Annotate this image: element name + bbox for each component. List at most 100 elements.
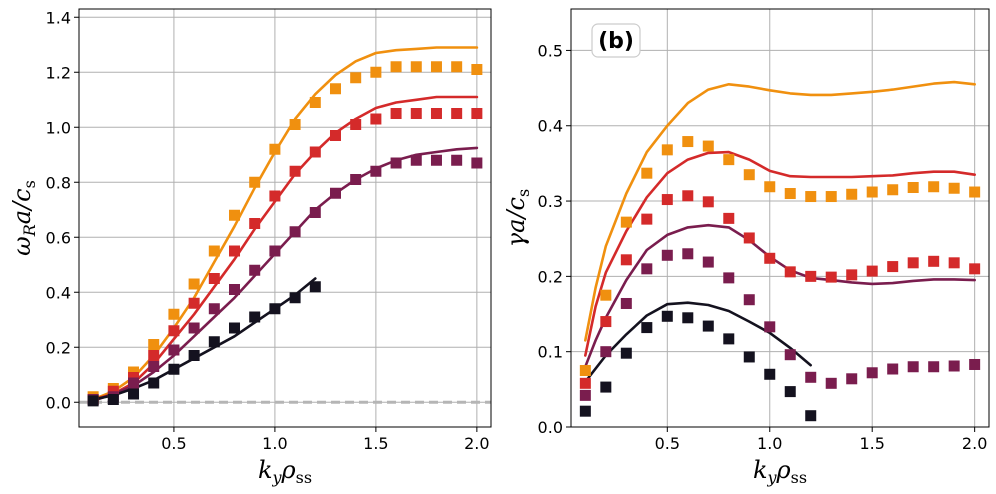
- panel-a: 0.5 1.0 1.5 2.0 0.0 0.2 0.4 0.6 0.8 1.0 1.2 1.4 kyρs…: [8, 8, 492, 487]
- y-tick-label: 0.3: [538, 192, 563, 211]
- marker-purple: [229, 284, 241, 295]
- marker-orange: [329, 83, 341, 95]
- y-axis-label: γa/cs: [502, 189, 533, 247]
- marker-purple: [579, 389, 591, 401]
- marker-purple: [969, 358, 981, 370]
- marker-red: [641, 213, 653, 225]
- marker-red: [390, 108, 402, 119]
- marker-purple: [128, 377, 140, 389]
- marker-orange: [723, 154, 735, 166]
- marker-orange: [600, 289, 612, 301]
- marker-purple: [249, 264, 261, 276]
- marker-orange: [661, 144, 673, 156]
- x-tick-label: 1.5: [859, 434, 884, 453]
- marker-orange: [471, 64, 483, 75]
- marker-red: [410, 108, 422, 119]
- marker-red: [208, 273, 220, 284]
- y-tick-label: 0.2: [538, 267, 563, 286]
- marker-orange: [907, 181, 919, 193]
- marker-red: [471, 108, 483, 119]
- marker-purple: [148, 361, 160, 372]
- marker-purple: [309, 207, 321, 218]
- marker-purple: [784, 349, 796, 361]
- marker-black: [805, 410, 817, 422]
- marker-red: [805, 270, 817, 282]
- y-tick-label: 1.2: [46, 63, 71, 82]
- marker-black: [743, 351, 755, 363]
- marker-purple: [702, 256, 714, 268]
- axes-frame: [570, 8, 990, 428]
- marker-red: [866, 265, 878, 277]
- marker-orange: [866, 186, 878, 198]
- y-tick-label: 0.4: [538, 117, 563, 136]
- marker-purple: [928, 361, 940, 373]
- marker-orange: [309, 97, 321, 108]
- x-axis-label: kyρss: [753, 456, 807, 487]
- marker-red: [825, 271, 837, 283]
- marker-purple: [410, 154, 422, 166]
- y-axis-label: ωRa/cs: [8, 180, 39, 256]
- marker-orange: [743, 169, 755, 181]
- marker-orange: [410, 61, 422, 73]
- marker-purple: [208, 303, 220, 315]
- marker-red: [907, 257, 919, 269]
- marker-purple: [329, 187, 341, 199]
- marker-black: [168, 363, 180, 375]
- marker-orange: [928, 181, 940, 193]
- marker-red: [600, 316, 612, 328]
- marker-black: [723, 333, 735, 345]
- marker-orange: [805, 191, 817, 203]
- marker-orange: [168, 308, 180, 320]
- marker-black: [620, 347, 632, 359]
- marker-orange: [208, 245, 220, 257]
- marker-red: [764, 252, 776, 264]
- marker-orange: [948, 182, 960, 194]
- marker-orange: [390, 61, 402, 73]
- marker-red: [620, 254, 632, 266]
- marker-black: [682, 312, 694, 324]
- marker-orange: [229, 209, 241, 221]
- marker-orange: [825, 191, 837, 203]
- marker-orange: [887, 184, 899, 196]
- marker-orange: [269, 143, 281, 155]
- marker-purple: [289, 226, 301, 238]
- marker-black: [249, 311, 261, 323]
- marker-purple: [620, 297, 632, 309]
- marker-purple: [600, 346, 612, 358]
- marker-black: [289, 292, 301, 304]
- marker-purple: [743, 294, 755, 306]
- panel-label: (b): [598, 29, 634, 54]
- marker-red: [743, 232, 755, 244]
- marker-black: [702, 320, 714, 332]
- marker-purple: [641, 263, 653, 275]
- marker-purple: [451, 154, 463, 166]
- y-tick-label: 0.1: [538, 343, 563, 362]
- marker-purple: [887, 363, 899, 375]
- marker-orange: [430, 61, 442, 73]
- marker-black: [764, 368, 776, 380]
- marker-purple: [430, 154, 442, 166]
- marker-purple: [866, 367, 878, 379]
- marker-orange: [188, 278, 200, 290]
- marker-black: [188, 350, 200, 361]
- marker-purple: [764, 321, 776, 333]
- y-tick-label: 0.2: [46, 338, 71, 357]
- x-tick-label: 1.5: [363, 434, 388, 453]
- y-tick-label: 1.4: [46, 8, 71, 27]
- marker-orange: [249, 176, 261, 188]
- x-tick-label: 0.5: [161, 434, 186, 453]
- marker-red: [269, 190, 281, 202]
- marker-red: [148, 350, 160, 361]
- marker-red: [430, 108, 442, 119]
- marker-purple: [350, 174, 362, 185]
- marker-red: [887, 261, 899, 273]
- marker-purple: [661, 249, 673, 261]
- x-tick-label: 0.5: [655, 434, 680, 453]
- marker-black: [148, 377, 160, 389]
- marker-black: [641, 322, 653, 334]
- marker-black: [600, 381, 612, 393]
- marker-orange: [370, 66, 382, 78]
- y-tick-label: 0.0: [46, 393, 71, 412]
- marker-purple: [907, 361, 919, 373]
